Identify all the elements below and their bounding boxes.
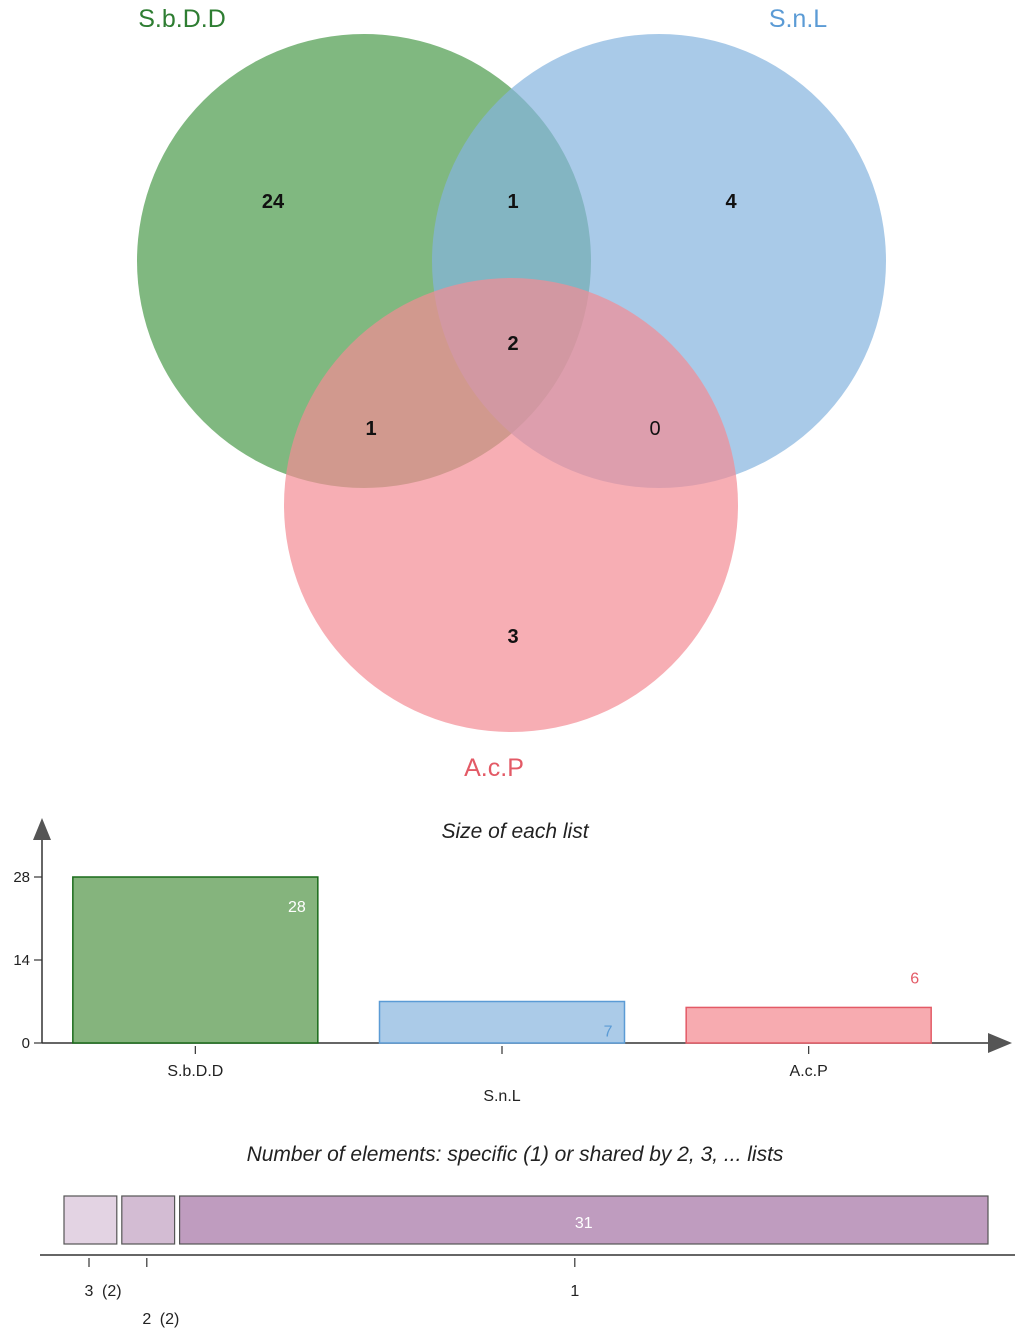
venn-count-snl-acp: 0 <box>649 418 660 440</box>
list-size-y-tick-label: 14 <box>13 952 30 969</box>
venn-label-sbdd: S.b.D.D <box>138 5 226 33</box>
sharing-tick-label: 1 <box>570 1283 579 1300</box>
list-size-bar-value: 28 <box>288 899 306 916</box>
list-size-y-ticks: 0 14 28 <box>13 869 42 1052</box>
list-size-category-label: S.b.D.D <box>167 1063 223 1080</box>
list-size-chart: Size of each list 0 14 28 28 S.b.D.D 7 S.n.L 6… <box>13 818 1012 1105</box>
list-size-y-axis-arrow <box>33 818 51 840</box>
venn-label-snl: S.n.L <box>769 5 827 33</box>
sharing-tick-count-label: (2) <box>102 1283 122 1300</box>
sharing-tick-label: 2 <box>142 1311 151 1328</box>
venn-count-only-acp: 3 <box>507 626 518 648</box>
sharing-segment <box>63 1195 118 1245</box>
list-size-y-tick-label: 28 <box>13 869 30 886</box>
list-size-bar <box>378 1000 626 1044</box>
sharing-segment <box>179 1195 989 1245</box>
sharing-tick-label: 3 <box>85 1283 94 1300</box>
list-size-bar-value: 7 <box>604 1024 613 1041</box>
venn-count-only-sbdd: 24 <box>262 191 285 213</box>
venn-diagram: S.b.D.D S.n.L A.c.P 24 1 4 2 1 0 3 <box>137 5 886 782</box>
list-size-bar <box>685 1006 932 1044</box>
sharing-chart: Number of elements: specific (1) or shar… <box>40 1143 1015 1328</box>
sharing-tick-count-label: (2) <box>160 1311 180 1328</box>
list-size-x-axis-arrow <box>988 1033 1012 1053</box>
venn-count-sbdd-acp: 1 <box>365 418 376 440</box>
sharing-segment <box>121 1195 176 1245</box>
venn-circle-acp <box>284 278 738 732</box>
venn-label-acp: A.c.P <box>464 754 524 782</box>
list-size-category-label: S.n.L <box>483 1088 520 1105</box>
sharing-chart-title: Number of elements: specific (1) or shar… <box>247 1143 784 1166</box>
sharing-segments: 3 (2) 2 (2) 31 1 <box>63 1195 989 1328</box>
list-size-category-label: A.c.P <box>790 1063 828 1080</box>
venn-count-sbdd-snl: 1 <box>507 191 518 213</box>
list-size-y-tick-label: 0 <box>22 1035 30 1052</box>
venn-count-only-snl: 4 <box>725 191 737 213</box>
list-size-bar-value: 6 <box>910 970 919 987</box>
list-size-bars: 28 S.b.D.D 7 S.n.L 6 A.c.P <box>72 876 932 1105</box>
list-size-chart-title: Size of each list <box>441 820 589 843</box>
list-size-bar <box>72 876 319 1044</box>
sharing-segment-value: 31 <box>575 1215 593 1232</box>
venn-count-all-three: 2 <box>507 333 518 355</box>
